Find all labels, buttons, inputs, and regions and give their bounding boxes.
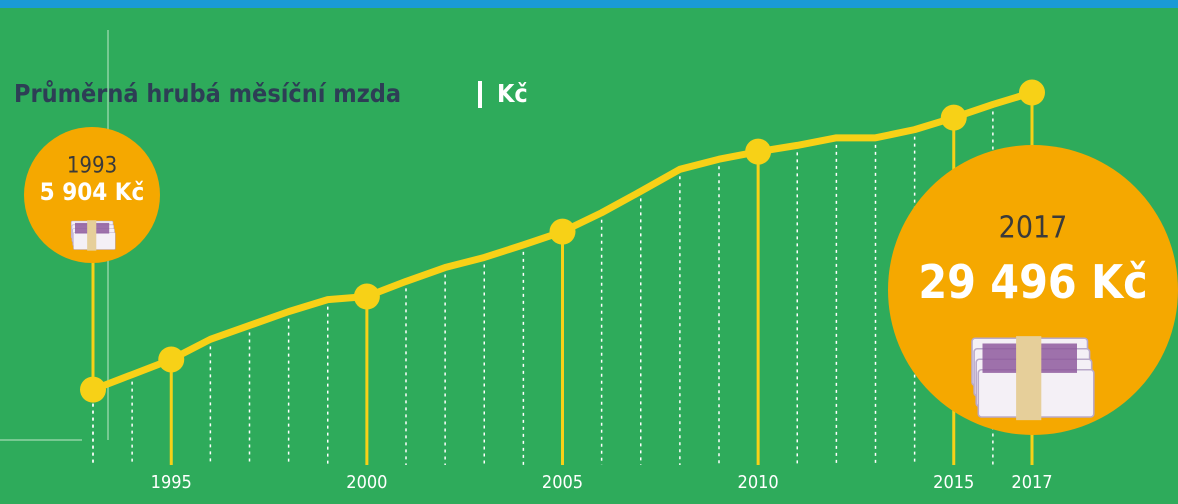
callout-value: 5 904 Kč — [40, 178, 145, 206]
chart: Průměrná hrubá měsíční mzda Kč 1995 2000 2… — [0, 0, 1178, 504]
band — [1016, 336, 1041, 420]
top-bar — [0, 0, 1178, 8]
data-point — [354, 284, 380, 310]
x-tick-label: 1995 — [151, 472, 192, 493]
callout-year: 2017 — [999, 211, 1068, 246]
money-icon — [972, 336, 1094, 420]
callout-year: 1993 — [67, 153, 117, 178]
callout-value: 29 496 Kč — [918, 255, 1147, 309]
separator — [478, 81, 482, 108]
money-icon — [71, 220, 115, 250]
data-point — [158, 346, 184, 372]
x-tick-label: 2015 — [933, 472, 974, 493]
band — [87, 220, 96, 250]
data-point — [745, 139, 771, 165]
x-tick-label: 2010 — [738, 472, 779, 493]
chart-title: Průměrná hrubá měsíční mzda — [14, 79, 401, 108]
x-tick-label: 2005 — [542, 472, 583, 493]
x-tick-label: 2000 — [346, 472, 387, 493]
x-tick-label: 2017 — [1011, 472, 1052, 493]
unit-label: Kč — [497, 79, 528, 108]
data-point — [550, 219, 576, 245]
data-point — [941, 105, 967, 131]
